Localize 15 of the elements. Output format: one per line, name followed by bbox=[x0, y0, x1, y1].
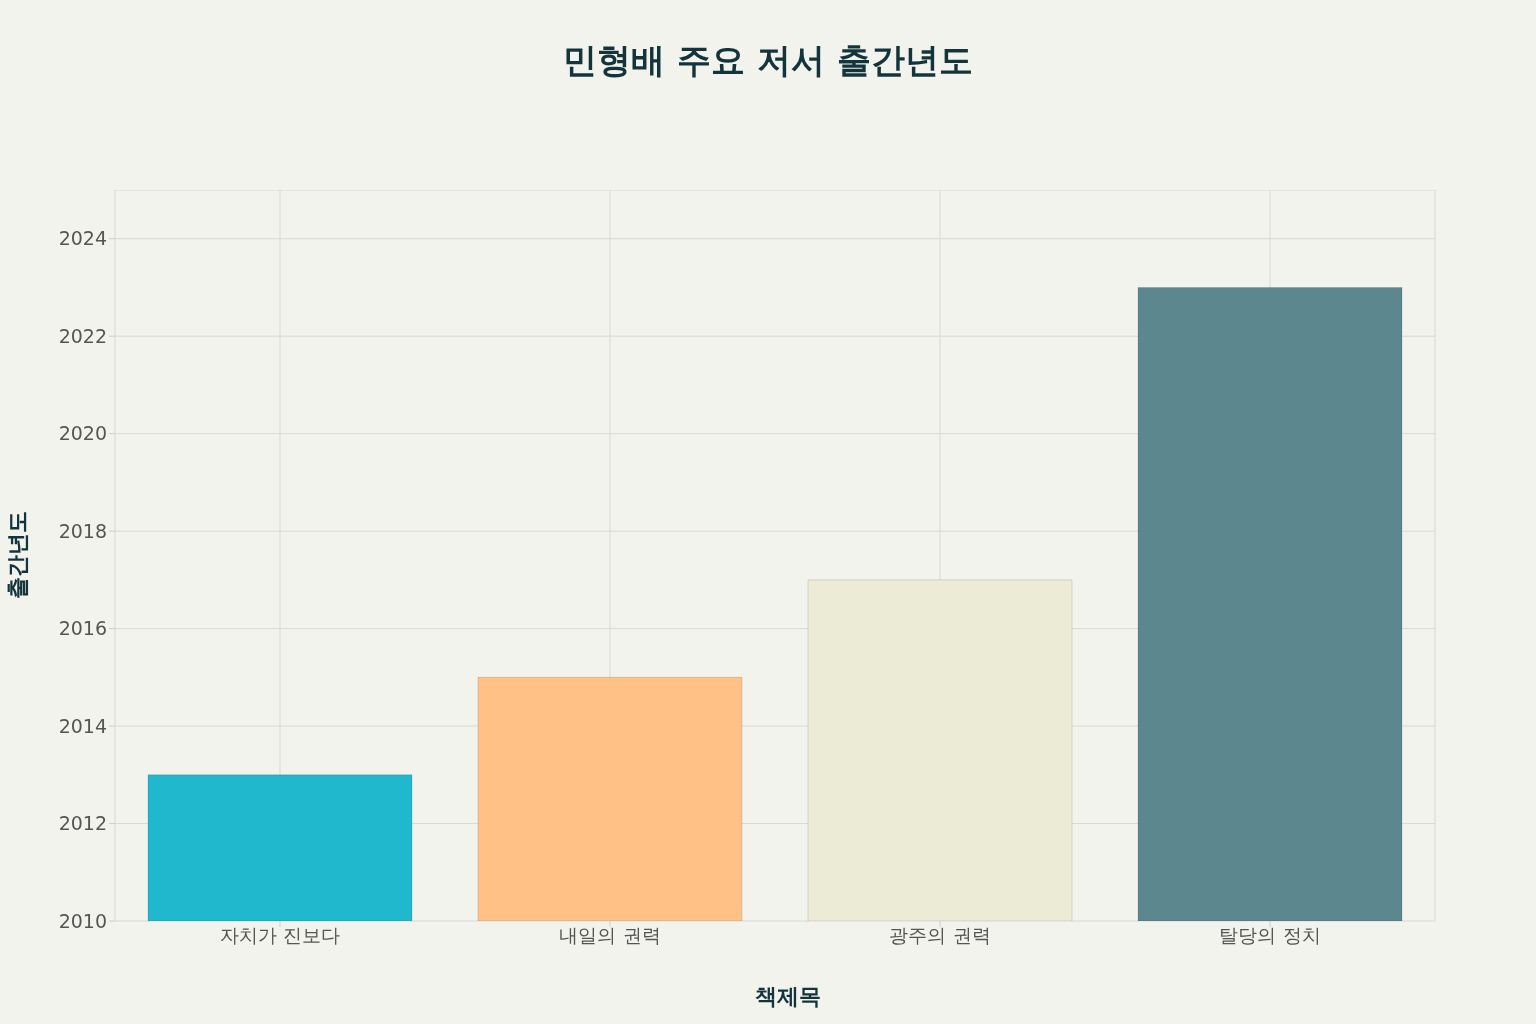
chart-title: 민형배 주요 저서 출간년도 bbox=[562, 39, 974, 82]
x-tick-label: 광주의 권력 bbox=[889, 924, 991, 947]
x-tick-label: 탈당의 정치 bbox=[1219, 924, 1321, 947]
y-tick-label: 2012 bbox=[58, 812, 107, 835]
x-tick-label: 자치가 진보다 bbox=[219, 924, 341, 947]
y-axis-title: 출간년도 bbox=[4, 511, 31, 599]
y-tick-label: 2024 bbox=[58, 227, 107, 250]
x-axis-title: 책제목 bbox=[754, 983, 822, 1011]
y-tick-label: 2014 bbox=[58, 714, 107, 737]
x-tick-label: 내일의 권력 bbox=[559, 924, 661, 947]
y-tick-label: 2010 bbox=[58, 909, 107, 932]
y-tick-label: 2022 bbox=[58, 324, 107, 347]
y-tick-label: 2018 bbox=[58, 519, 107, 542]
y-tick-label: 2020 bbox=[58, 422, 107, 445]
y-tick-label: 2016 bbox=[58, 617, 107, 640]
